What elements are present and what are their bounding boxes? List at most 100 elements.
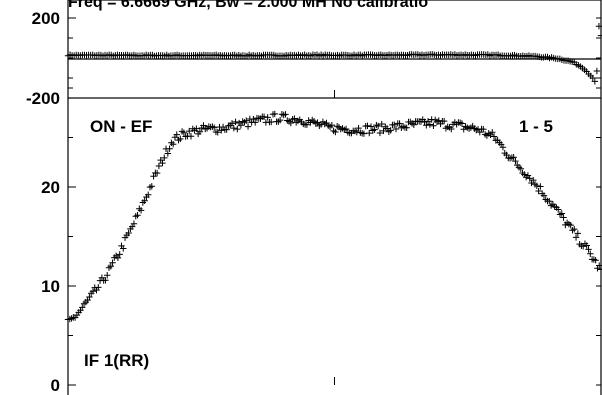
amp-data-point: [533, 182, 541, 190]
phase-frame: [67, 0, 602, 99]
amp-data-point: [574, 230, 582, 237]
amp-ytick-label: 10: [41, 277, 60, 296]
header-text: Freq = 6.6669 GHz, Bw = 2.000 MH No cali…: [68, 0, 428, 11]
amp-data-point: [193, 125, 200, 132]
amp-data-point: [251, 119, 259, 126]
amp-data-point: [196, 128, 204, 135]
amp-data-point: [243, 117, 250, 124]
amp-data-point: [535, 187, 542, 195]
amp-data-point: [230, 124, 237, 132]
amp-data-point: [89, 288, 97, 295]
amp-data-point: [571, 225, 578, 233]
amp-data-point: [107, 263, 114, 270]
amp-data-point: [244, 123, 252, 130]
amp-data-point: [378, 120, 385, 128]
amp-data-point: [214, 129, 221, 136]
amp-data-point: [125, 229, 132, 237]
amp-data-point: [510, 154, 517, 161]
amp-data-point: [587, 250, 594, 257]
amp-data-point: [380, 127, 387, 135]
amp-data-point: [134, 212, 141, 219]
amp-data-point: [218, 127, 225, 134]
amp-data-point: [585, 246, 592, 253]
amp-data-point: [232, 118, 239, 126]
amp-data-point: [423, 122, 430, 129]
amp-data-point: [567, 221, 574, 229]
phase-data-point: [595, 22, 602, 30]
amp-data-point: [424, 118, 432, 125]
amp-data-point: [367, 123, 375, 130]
amp-data-point: [116, 251, 123, 258]
amp-data-point: [109, 259, 116, 266]
scan-label: 1 - 5: [519, 117, 553, 136]
amp-data-point: [490, 133, 498, 140]
amp-data-point: [250, 115, 257, 123]
amp-data-point: [282, 111, 289, 118]
phase-data-point: [597, 32, 602, 39]
amp-data-point: [597, 266, 602, 273]
amp-data-point: [403, 124, 410, 131]
amp-data-point: [572, 234, 580, 241]
amp-data-point: [546, 198, 553, 205]
amp-data-point: [364, 122, 371, 129]
amp-data-point: [291, 115, 298, 122]
amp-data-point: [332, 128, 339, 136]
amp-data-point: [353, 128, 360, 136]
amp-data-point: [161, 154, 168, 162]
amp-data-point: [200, 122, 207, 129]
phase-panel: 200 -200: [26, 0, 602, 108]
amp-data-point: [260, 113, 268, 121]
amp-data-point: [537, 183, 544, 190]
amp-data-point: [159, 159, 166, 167]
amp-data-point: [421, 118, 428, 126]
amp-data-point: [303, 121, 311, 128]
amp-data-point: [517, 165, 524, 172]
amplitude-panel: 0 10 20: [41, 87, 602, 395]
amp-data-point: [104, 272, 111, 279]
amp-data-point: [79, 304, 86, 311]
amp-data-point: [287, 119, 295, 127]
amp-data-point: [114, 254, 122, 262]
amp-data-point: [355, 124, 362, 132]
amp-data-point: [392, 125, 400, 133]
amp-data-point: [342, 125, 350, 133]
amp-data-point: [86, 293, 93, 301]
amp-data-point: [435, 117, 442, 124]
baseline-label: ON - EF: [90, 117, 152, 136]
amp-data-point: [360, 130, 368, 137]
amp-data-point: [237, 122, 245, 129]
amp-data-point: [177, 135, 184, 143]
amp-data-point: [387, 127, 394, 134]
amp-data-point: [396, 120, 403, 127]
amp-data-point: [499, 143, 507, 151]
amp-data-point: [141, 197, 148, 204]
amp-data-point: [187, 133, 195, 140]
amp-data-point: [489, 129, 496, 136]
amp-data-point: [210, 124, 218, 131]
amp-data-point: [169, 140, 177, 148]
amp-data-point: [276, 116, 284, 124]
channel-label: IF 1(RR): [84, 351, 149, 370]
amp-data-point: [145, 191, 152, 198]
amp-data-point: [526, 175, 533, 182]
amp-data-point: [480, 126, 487, 133]
amp-data-point: [558, 210, 565, 217]
amp-data-point: [448, 125, 455, 133]
amp-data-point: [314, 119, 321, 126]
amp-data-point: [376, 129, 384, 137]
amp-data-point: [592, 257, 599, 264]
phase-data-point: [593, 67, 601, 75]
amp-data-point: [155, 162, 163, 170]
amp-data-point: [583, 242, 590, 249]
amp-data-point: [223, 126, 230, 133]
amp-data-point: [540, 192, 548, 199]
amp-data-point: [164, 150, 172, 157]
amp-data-point: [271, 110, 278, 118]
amp-data-point: [596, 262, 602, 269]
amp-data-point: [180, 129, 188, 136]
amp-data-point: [560, 214, 567, 221]
amp-data-point: [383, 125, 391, 132]
amp-data-point: [512, 157, 519, 165]
amp-data-point: [328, 121, 336, 129]
phase-ytick-label: 200: [32, 9, 60, 28]
